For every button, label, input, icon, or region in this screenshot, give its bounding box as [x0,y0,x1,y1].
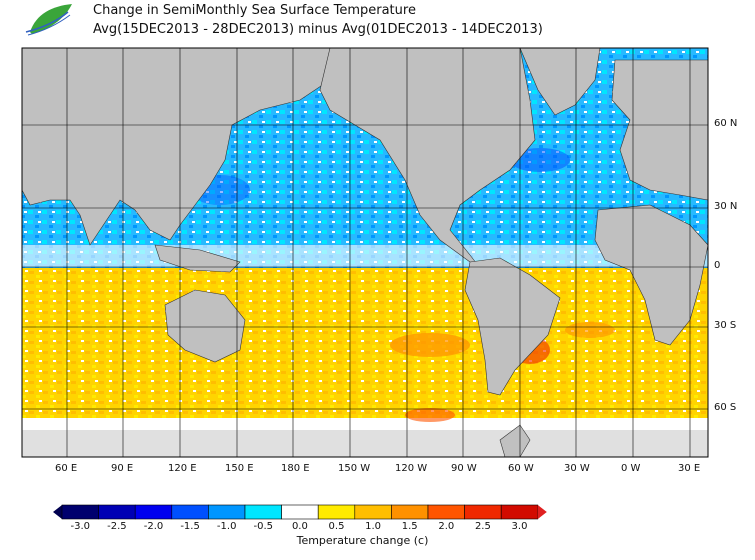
lat-label: 30 N [714,201,738,212]
map-frame [21,47,709,458]
colorbar-swatch [134,504,173,520]
colorbar-swatch [317,504,356,520]
colorbar-swatch [171,504,209,520]
lon-label: 150 E [225,463,254,474]
colorbar-swatch [500,504,539,520]
lon-label: 60 E [55,463,78,474]
lat-label: 60 S [714,402,737,413]
colorbar-tick-label: 0.0 [291,521,308,532]
colorbar-tick-label: -0.5 [253,521,274,532]
colorbar-tick-label: -1.0 [216,521,237,532]
colorbar-tick-label: 3.0 [511,521,528,532]
colorbar-swatch [427,504,465,520]
lon-label: 120 W [395,463,428,474]
lon-label: 30 W [564,463,590,474]
colorbar-swatch [61,504,99,520]
map-subtitle: Avg(15DEC2013 - 28DEC2013) minus Avg(01D… [93,22,543,37]
colorbar [53,504,547,520]
lon-label: 90 E [111,463,134,474]
lon-label: 180 E [281,463,310,474]
map-title: Change in SemiMonthly Sea Surface Temper… [93,3,416,18]
colorbar-swatch [354,504,392,520]
land-antarctic-peninsula [499,424,531,458]
colorbar-title: Temperature change (c) [296,534,429,547]
colorbar-tick-label: -2.5 [107,521,127,532]
colorbar-swatch [464,504,502,520]
colorbar-tick-label: 1.0 [365,521,382,532]
land-australia [164,289,246,363]
lat-label: 0 [714,260,721,271]
colorbar-swatch [391,504,429,520]
lon-label: 30 E [678,463,701,474]
leaf-logo-icon [22,2,74,42]
land-eurasia [21,47,331,246]
lon-label: 120 E [168,463,197,474]
colorbar-tick-label: 2.5 [474,521,491,532]
land-maritime-se-asia [154,244,241,273]
land-masses [21,47,709,458]
colorbar-tick-label: 2.0 [438,521,455,532]
colorbar-tick-label: 0.5 [328,521,345,532]
lon-label: 60 W [508,463,534,474]
lat-label: 60 N [714,118,738,129]
colorbar-swatch [244,504,282,520]
colorbar-over-arrow [537,505,547,519]
lon-label: 150 W [338,463,371,474]
colorbar-swatch [281,504,319,520]
colorbar-tick-label: -3.0 [70,521,91,532]
colorbar-swatch [98,504,136,520]
lon-label: 90 W [451,463,477,474]
colorbar-tick-label: -2.0 [143,521,164,532]
colorbar-swatch [208,504,246,520]
colorbar-tick-label: -1.5 [180,521,200,532]
graticule [22,48,708,457]
lat-label: 30 S [714,320,737,331]
colorbar-tick-label: 1.5 [401,521,418,532]
ocean-field [22,48,708,457]
lon-label: 0 W [621,463,641,474]
colorbar-under-arrow [53,505,62,519]
land-south-america [464,257,561,396]
